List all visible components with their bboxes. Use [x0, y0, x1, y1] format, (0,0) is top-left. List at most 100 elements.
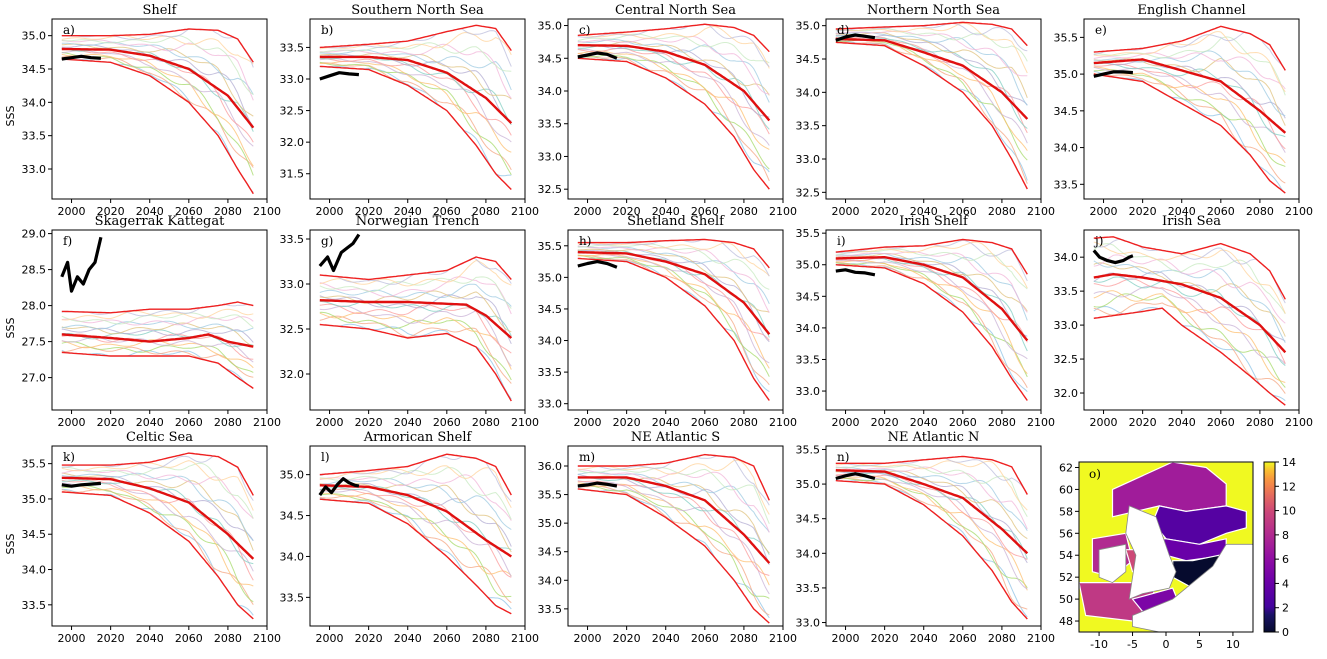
x-tick-label: 2060: [949, 205, 977, 218]
x-tick-label: 2060: [1207, 416, 1235, 429]
ensemble-member-line: [835, 32, 1028, 98]
x-tick-label: 2000: [1090, 416, 1118, 429]
panel-k: Celtic Sea k) 2000 2020 2040 2060 2080 2100 33.5…: [22, 430, 282, 645]
colorbar-tick-label: 4: [1282, 577, 1289, 590]
ensemble-member-line: [319, 65, 512, 177]
ensemble-member-line: [577, 252, 770, 364]
envelope-upper-line: [319, 453, 512, 496]
panel-n: NE Atlantic N n) 2000 2020 2040 2060 2080 2100 3…: [796, 430, 1056, 645]
panel-title: NE Atlantic S: [631, 430, 720, 445]
ensemble-member-line: [319, 492, 512, 577]
y-tick-label: 33.5: [538, 118, 563, 131]
ensemble-member-line: [319, 300, 512, 337]
observed-line: [577, 260, 618, 269]
ensemble-member-line: [835, 477, 1028, 589]
ensemble-member-line: [61, 346, 254, 378]
ensemble-member-line: [319, 303, 512, 354]
ensemble-member-line: [61, 472, 254, 541]
envelope-lower-line: [577, 57, 770, 190]
x-tick-label: 2080: [988, 205, 1016, 218]
ensemble-member-line: [1093, 36, 1286, 96]
y-tick-label: 33.0: [280, 278, 305, 291]
y-tick-label: 33.5: [22, 599, 47, 612]
panel-title: Norwegian Trench: [356, 214, 480, 229]
panel-title: Shetland Shelf: [627, 214, 725, 229]
envelope-lower-line: [61, 58, 254, 195]
y-tick-label: 28.0: [22, 300, 47, 313]
ensemble-member-line: [61, 329, 254, 348]
ensemble-mean-line: [319, 299, 513, 339]
ensemble-member-line: [61, 488, 254, 605]
x-tick-label: 2000: [574, 632, 602, 645]
x-tick-label: 2000: [832, 632, 860, 645]
x-tick-label: 2020: [355, 205, 383, 218]
ensemble-member-line: [1093, 57, 1286, 126]
y-tick-label: 35.5: [796, 227, 821, 240]
y-tick-label: 33.0: [538, 398, 563, 411]
x-tick-label: 2040: [910, 205, 938, 218]
envelope-lower-line: [1093, 73, 1286, 194]
ensemble-member-line: [61, 316, 254, 326]
panel-letter: l): [321, 450, 330, 464]
ensemble-member-line: [577, 253, 770, 369]
ensemble-member-line: [835, 241, 1028, 289]
ensemble-member-line: [835, 259, 1028, 360]
ensemble-mean-line: [61, 476, 255, 560]
axes-frame: [1083, 229, 1300, 411]
ensemble-member-line: [319, 478, 512, 530]
envelope-upper-line: [319, 24, 512, 51]
ensemble-member-line: [835, 253, 1028, 312]
y-tick-label: 33.5: [796, 353, 821, 366]
y-tick-label: 35.0: [538, 271, 563, 284]
ensemble-member-line: [319, 49, 512, 91]
ensemble-member-line: [1093, 63, 1286, 150]
y-tick-label: 48: [1059, 615, 1073, 628]
ensemble-member-line: [61, 472, 254, 551]
observed-line: [1093, 70, 1134, 78]
ensemble-member-line: [61, 460, 254, 511]
y-tick-label: 35.5: [538, 240, 563, 253]
ensemble-member-line: [835, 28, 1028, 62]
axes-frame: [51, 229, 268, 411]
x-tick-label: 2100: [511, 416, 539, 429]
observed-line: [835, 268, 876, 277]
ensemble-member-line: [1093, 290, 1286, 383]
observed-line: [61, 481, 102, 488]
axes-frame: [567, 445, 784, 627]
ensemble-member-line: [319, 290, 512, 333]
ensemble-member-line: [835, 475, 1028, 591]
y-tick-label: 34.5: [280, 510, 305, 523]
x-tick-label: 2100: [1027, 632, 1055, 645]
x-tick-label: 2060: [949, 416, 977, 429]
x-tick-label: 2060: [949, 632, 977, 645]
x-tick-label: 2000: [832, 205, 860, 218]
panel-letter: m): [579, 450, 595, 464]
ensemble-member-line: [577, 39, 770, 103]
y-tick-label: 33.0: [1054, 319, 1079, 332]
x-tick-label: 2060: [433, 205, 461, 218]
envelope-upper-line: [61, 452, 254, 496]
ensemble-member-line: [61, 341, 254, 373]
ensemble-member-line: [577, 35, 770, 95]
panel-letter: d): [837, 23, 849, 37]
x-tick-label: 2020: [355, 416, 383, 429]
y-tick-label: 34.0: [280, 550, 305, 563]
y-tick-label: 27.0: [22, 372, 47, 385]
y-axis-label-row-1: SSS: [4, 106, 17, 127]
envelope-lower-line: [1093, 307, 1286, 406]
observed-line: [1092, 249, 1134, 265]
ensemble-member-line: [835, 34, 1028, 129]
ensemble-member-line: [61, 303, 254, 317]
x-tick-label: 2100: [1285, 416, 1313, 429]
x-tick-label: 2020: [613, 205, 641, 218]
observed-line: [577, 51, 618, 60]
observed-line: [318, 477, 360, 497]
x-tick-label: 2080: [1246, 416, 1274, 429]
ensemble-member-line: [577, 469, 770, 533]
ensemble-member-line: [61, 308, 254, 321]
ensemble-member-line: [319, 61, 512, 175]
panel-letter: f): [63, 234, 72, 248]
x-tick-label: 2040: [910, 416, 938, 429]
x-tick-label: 2040: [394, 632, 422, 645]
y-tick-label: 35.0: [538, 517, 563, 530]
